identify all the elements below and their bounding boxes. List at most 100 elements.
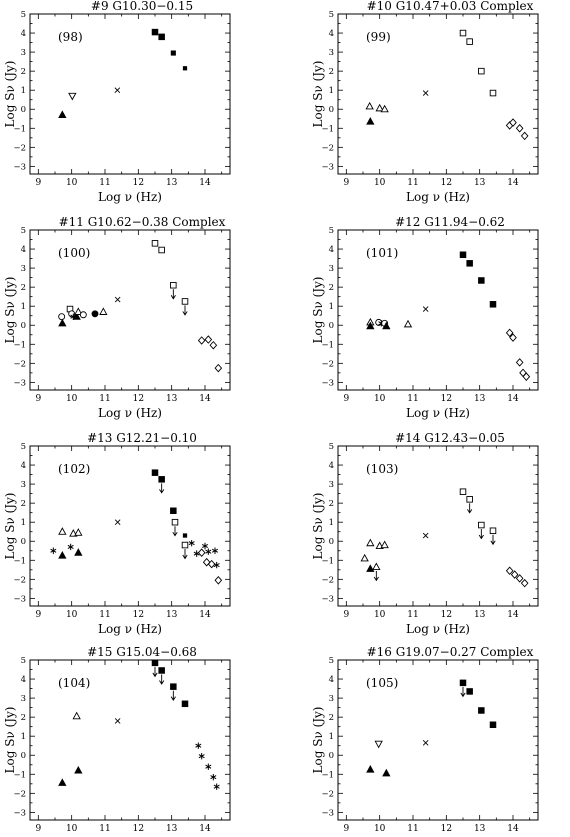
x-tick-label: 11 <box>99 824 110 834</box>
y-tick-label: 1 <box>329 518 334 528</box>
panel-figure-label: (101) <box>366 246 398 260</box>
point-triangle-inverted-open <box>68 92 77 101</box>
y-tick-label: −1 <box>321 124 334 134</box>
plot-frame <box>337 659 539 821</box>
upper-limit-arrow <box>467 503 473 514</box>
point-triangle-open <box>74 528 83 536</box>
point-square-filled <box>151 28 159 36</box>
point-asterisk <box>210 773 217 781</box>
x-tick-label: 9 <box>35 824 41 834</box>
point-square-filled <box>459 251 467 259</box>
panel-title: #16 G19.07−0.27 Complex <box>367 645 534 659</box>
upper-limit-arrow <box>478 529 484 540</box>
point-square-open <box>158 246 165 254</box>
panel-figure-label: (98) <box>58 30 83 44</box>
y-tick-label: −2 <box>13 575 26 585</box>
point-triangle-open <box>99 307 108 315</box>
point-triangle-filled <box>58 110 67 119</box>
point-square-open <box>489 527 497 535</box>
point-square-open <box>466 496 473 503</box>
x-tick-label: 10 <box>374 824 386 834</box>
point-triangle-open <box>74 307 83 315</box>
y-tick-label: −2 <box>321 359 334 369</box>
point-circle-open <box>58 313 66 321</box>
upper-limit-arrow <box>490 534 496 546</box>
x-axis-label: Log ν (Hz) <box>406 190 470 204</box>
point-diamond-open <box>515 574 524 583</box>
x-tick-label: 13 <box>166 610 178 620</box>
upper-limit-arrow <box>170 289 176 300</box>
x-axis-label: Log ν (Hz) <box>98 622 162 636</box>
y-tick-label: 5 <box>21 656 26 666</box>
point-triangle-open <box>372 562 381 571</box>
y-tick-label: 5 <box>329 226 334 236</box>
y-tick-label: −3 <box>321 594 334 604</box>
point-square-open <box>459 488 467 495</box>
y-tick-label: 3 <box>21 48 26 58</box>
point-square-filled <box>478 277 485 284</box>
point-triangle-open <box>380 540 389 549</box>
y-tick-label: 4 <box>21 461 26 471</box>
upper-limit-arrow <box>170 690 176 702</box>
point-square-open <box>459 29 467 37</box>
x-tick-label: 9 <box>35 394 41 404</box>
x-tick-label: 11 <box>407 394 418 404</box>
point-triangle-filled <box>366 764 375 773</box>
x-tick-label: 13 <box>474 824 486 834</box>
x-axis-label: Log ν (Hz) <box>98 190 162 204</box>
x-tick-label: 13 <box>474 178 486 188</box>
point-triangle-open <box>403 319 413 328</box>
x-tick-label: 10 <box>374 394 386 404</box>
x-tick-label: 9 <box>343 824 349 834</box>
plot-frame <box>29 229 231 391</box>
panel-figure-label: (104) <box>58 676 90 690</box>
point-diamond-open <box>209 340 218 350</box>
panel-title: #9 G10.30−0.15 <box>91 0 193 13</box>
x-tick-label: 10 <box>66 610 78 620</box>
plot-frame <box>337 229 539 391</box>
point-diamond-open <box>207 559 216 569</box>
point-triangle-filled <box>382 321 391 330</box>
point-circle-filled <box>91 310 99 318</box>
y-tick-label: 1 <box>329 86 334 96</box>
sed-panel-7: #15 G15.04−0.68(104)9 10 11 12 13 14−3−2−1012… <box>3 645 231 837</box>
point-diamond-open <box>197 336 206 345</box>
y-tick-label: 2 <box>329 713 334 723</box>
y-axis-label: Log Sν (Jy) <box>3 707 17 774</box>
point-asterisk <box>213 783 220 790</box>
point-diamond-open <box>505 328 514 338</box>
point-diamond-open <box>520 131 529 141</box>
point-diamond-open <box>510 570 519 579</box>
x-tick-label: 10 <box>66 178 78 188</box>
y-tick-label: 3 <box>21 694 26 704</box>
x-tick-label: 12 <box>441 178 452 188</box>
point-square-filled <box>170 507 177 515</box>
y-tick-label: −3 <box>13 162 26 172</box>
point-triangle-open <box>366 538 375 547</box>
y-tick-label: 4 <box>329 675 334 685</box>
point-square-filled <box>158 33 165 41</box>
y-tick-label: −3 <box>13 808 26 818</box>
x-tick-label: 9 <box>343 178 349 188</box>
y-tick-label: 0 <box>329 105 334 115</box>
point-circle-open <box>79 311 87 319</box>
x-tick-label: 11 <box>407 610 418 620</box>
x-tick-label: 10 <box>66 824 78 834</box>
panel-title: #10 G10.47+0.03 Complex <box>367 0 534 13</box>
point-asterisk <box>205 548 212 555</box>
point-square-open <box>181 541 189 549</box>
point-asterisk <box>198 752 205 760</box>
y-tick-label: 4 <box>329 29 334 39</box>
point-triangle-filled <box>366 117 375 125</box>
y-tick-label: 0 <box>21 105 26 115</box>
x-tick-label: 9 <box>343 610 349 620</box>
x-tick-label: 13 <box>166 394 178 404</box>
point-diamond-open <box>522 372 531 381</box>
point-triangle-open <box>365 101 374 110</box>
y-tick-label: −1 <box>13 556 26 566</box>
y-tick-label: 2 <box>329 499 334 509</box>
point-triangle-open <box>72 711 81 720</box>
x-tick-label: 14 <box>199 824 211 834</box>
point-triangle-open <box>375 103 384 112</box>
point-cross <box>422 740 429 746</box>
